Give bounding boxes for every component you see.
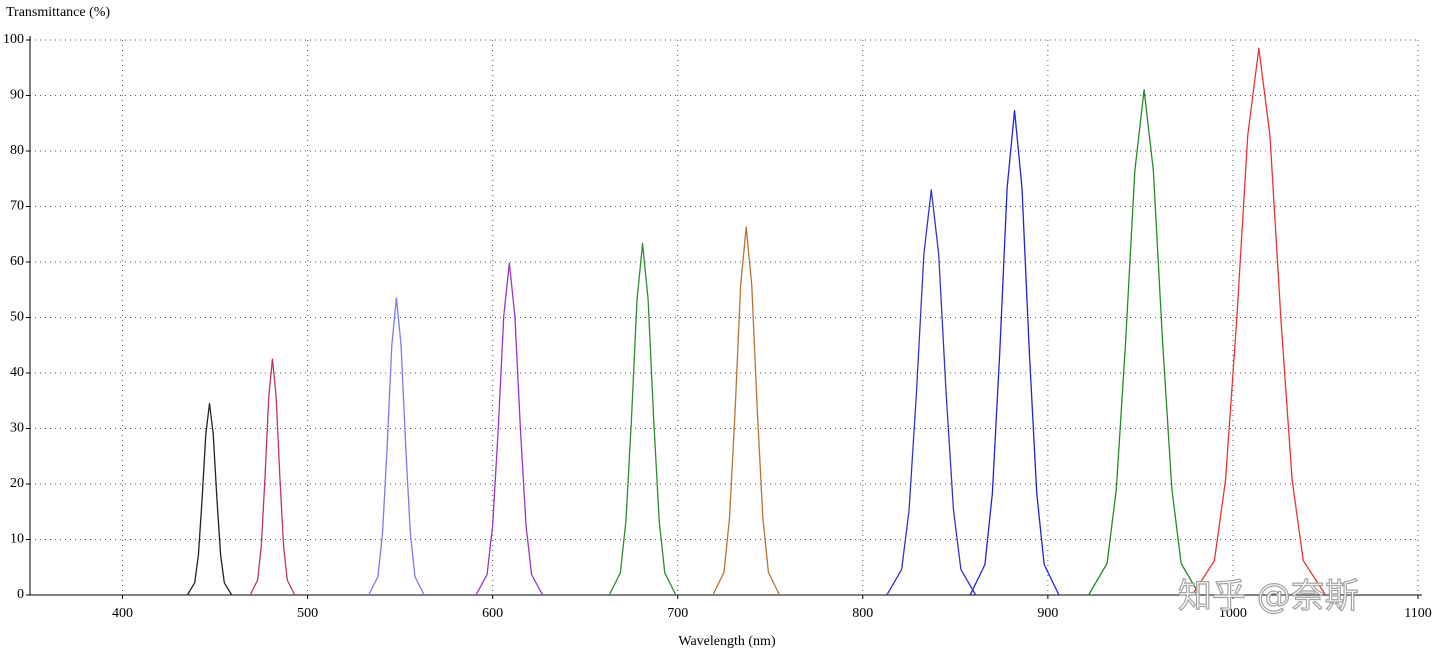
x-tick-label: 700 (667, 606, 688, 621)
y-tick-label: 0 (17, 587, 24, 602)
x-tick-label: 600 (482, 606, 503, 621)
y-tick-label: 90 (10, 88, 24, 103)
spectrum-line (969, 109, 1060, 596)
watermark: 知乎 @奈斯 (1178, 577, 1359, 617)
y-tick-label: 10 (10, 532, 24, 547)
y-tick-label: 60 (10, 254, 24, 269)
y-tick-label: 80 (10, 143, 24, 158)
chart-title: Transmittance (%) (6, 5, 110, 20)
spectrum-line (368, 297, 425, 596)
y-tick-label: 20 (10, 476, 24, 491)
y-tick-label: 100 (3, 32, 24, 47)
spectrum-line (186, 402, 233, 596)
spectrum-line (249, 358, 296, 596)
x-tick-label: 500 (297, 606, 318, 621)
spectrum-line (475, 262, 544, 596)
spectrum-line (608, 243, 677, 596)
x-tick-label: 1000 (1219, 606, 1247, 621)
spectrum-line (886, 189, 977, 596)
x-tick-label: 800 (852, 606, 873, 621)
spectrum-line (1088, 89, 1201, 596)
y-tick-label: 40 (10, 365, 24, 380)
y-tick-label: 70 (10, 199, 24, 214)
spectrum-line (1191, 47, 1327, 596)
spectrum-line (712, 226, 781, 596)
x-tick-label: 900 (1037, 606, 1058, 621)
x-axis-label: Wavelength (nm) (678, 634, 776, 649)
y-tick-label: 50 (10, 310, 24, 325)
x-tick-label: 400 (112, 606, 133, 621)
x-tick-label: 1100 (1404, 606, 1431, 621)
y-tick-label: 30 (10, 421, 24, 436)
